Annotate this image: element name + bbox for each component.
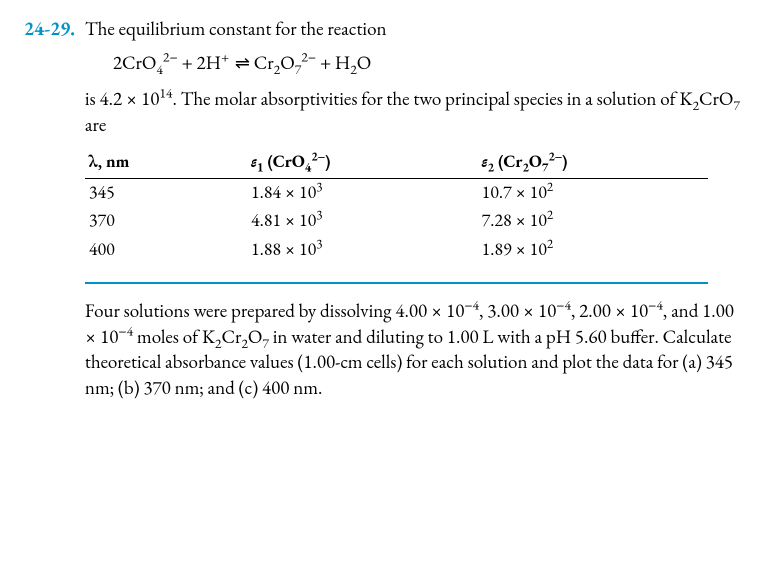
problem-body: The equilibrium constant for the reactio… — [85, 16, 748, 401]
table-bottom-rule — [85, 282, 708, 284]
mid-text: is 4.2 × 1014. The molar absorptivities … — [85, 86, 748, 137]
intro-text: The equilibrium constant for the reactio… — [85, 16, 748, 42]
cell-eps2: 7.28 × 102 — [478, 207, 709, 235]
cell-eps1: 4.81 × 103 — [247, 207, 478, 235]
reaction-equation: 2CrO42− + 2H+ ⇌ Cr2O72− + H2O — [113, 50, 748, 76]
table-row: 345 1.84 × 103 10.7 × 102 — [85, 179, 708, 208]
cell-eps1: 1.88 × 103 — [247, 236, 478, 268]
problem-number: 24-29. — [24, 16, 75, 42]
cell-lambda: 400 — [85, 236, 247, 268]
cell-lambda: 345 — [85, 179, 247, 208]
table-row: 370 4.81 × 103 7.28 × 102 — [85, 207, 708, 235]
problem-block: 24-29. The equilibrium constant for the … — [24, 16, 748, 401]
cell-eps1: 1.84 × 103 — [247, 179, 478, 208]
absorptivity-table: λ, nm ε1 (CrO42−) ε2 (Cr2O72−) 345 1.84 … — [85, 147, 708, 268]
table-row: 400 1.88 × 103 1.89 × 102 — [85, 236, 708, 268]
cell-eps2: 1.89 × 102 — [478, 236, 709, 268]
table-header-row: λ, nm ε1 (CrO42−) ε2 (Cr2O72−) — [85, 147, 708, 178]
cell-lambda: 370 — [85, 207, 247, 235]
cell-eps2: 10.7 × 102 — [478, 179, 709, 208]
tail-text: Four solutions were prepared by dissolvi… — [85, 298, 748, 401]
col-header-eps2: ε2 (Cr2O72−) — [478, 147, 709, 178]
col-header-eps1: ε1 (CrO42−) — [247, 147, 478, 178]
col-header-lambda: λ, nm — [85, 147, 247, 178]
